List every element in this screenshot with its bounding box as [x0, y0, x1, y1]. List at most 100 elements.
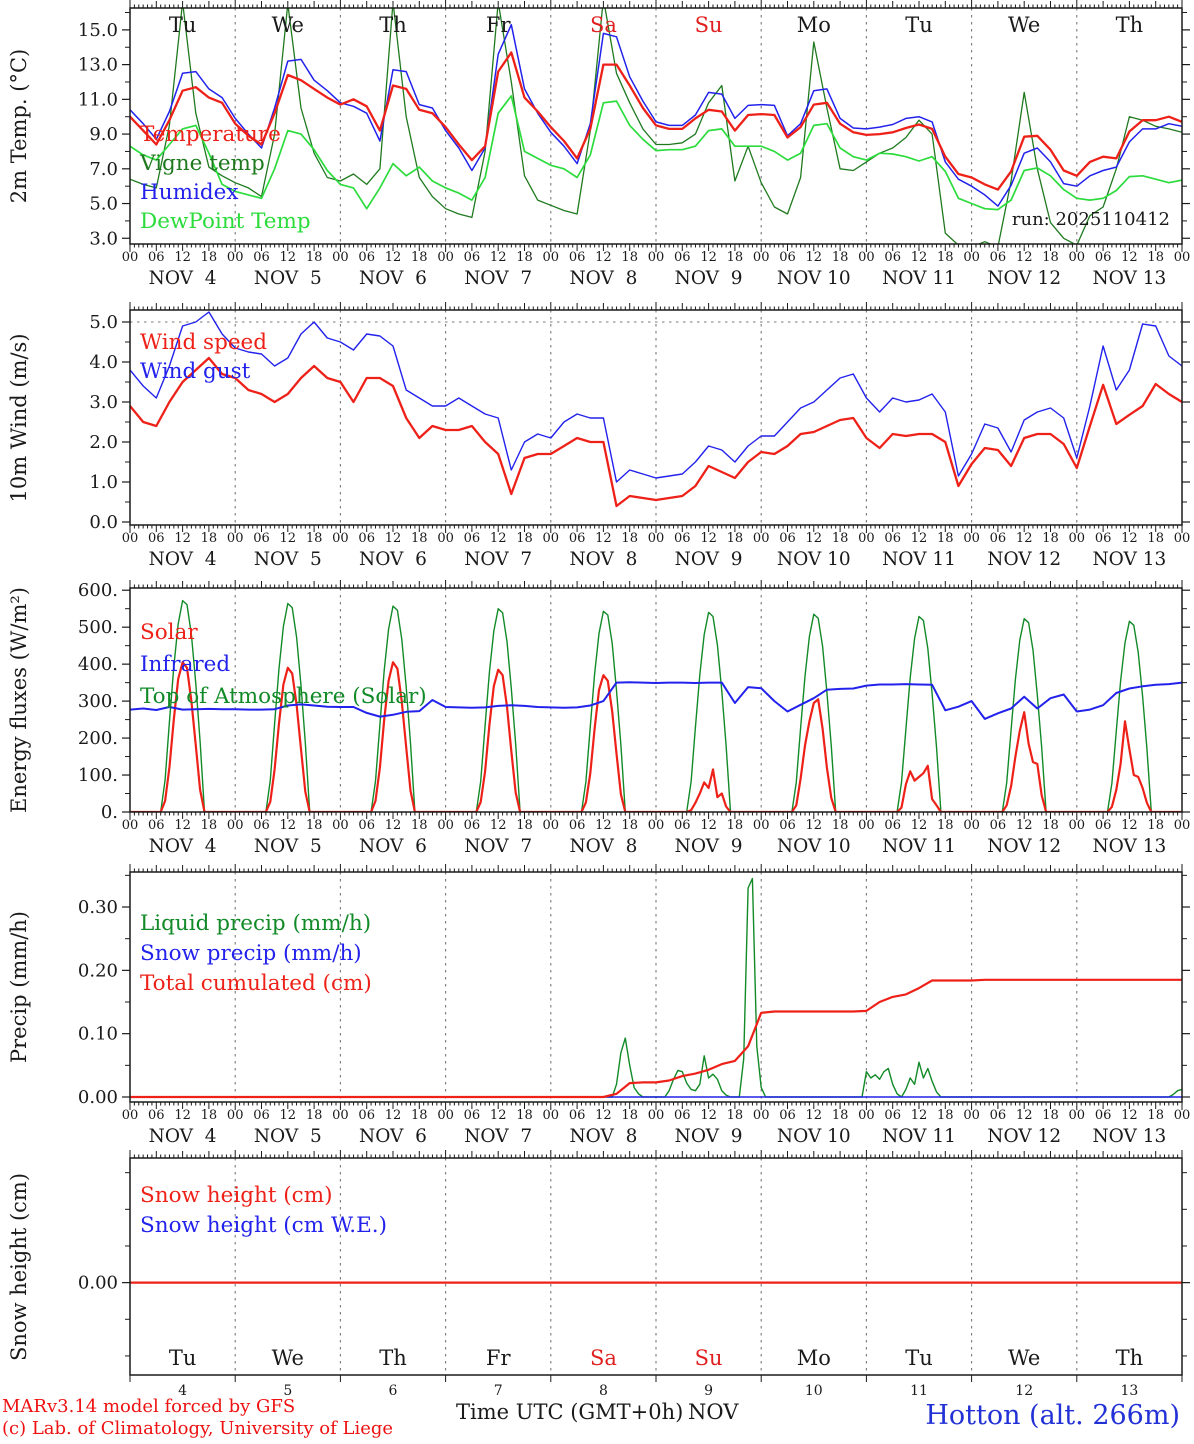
svg-text:NOV 13: NOV 13 — [1092, 1126, 1166, 1147]
svg-text:Tu: Tu — [169, 1346, 197, 1370]
svg-text:18: 18 — [1042, 250, 1059, 265]
snow-axis-title: Snow height (cm) — [7, 1173, 31, 1361]
svg-text:3.0: 3.0 — [89, 392, 118, 413]
svg-text:12: 12 — [490, 818, 507, 833]
svg-text:We: We — [1008, 13, 1040, 37]
svg-text:06: 06 — [779, 250, 796, 265]
svg-text:06: 06 — [1095, 1108, 1112, 1123]
svg-text:We: We — [272, 1346, 304, 1370]
svg-text:06: 06 — [358, 818, 375, 833]
svg-text:Th: Th — [379, 13, 407, 37]
svg-text:NOV 4: NOV 4 — [149, 268, 217, 289]
legend-snow-height-we: Snow height (cm W.E.) — [140, 1213, 387, 1238]
legend-dewpoint: DewPoint Temp — [140, 209, 311, 234]
svg-text:18: 18 — [516, 818, 533, 833]
svg-text:06: 06 — [253, 531, 270, 546]
svg-text:06: 06 — [464, 250, 481, 265]
precipitation-panel: 0.00 0.10 0.20 0.30 00 06 12 18 00 06 12 18 00 06 12 18… — [78, 864, 1190, 1147]
legend-total-cumulated: Total cumulated (cm) — [140, 971, 372, 996]
svg-text:00: 00 — [1174, 250, 1191, 265]
svg-text:12: 12 — [595, 531, 612, 546]
svg-text:13.0: 13.0 — [78, 55, 118, 76]
svg-text:00: 00 — [1069, 250, 1086, 265]
svg-text:Tu: Tu — [905, 1346, 933, 1370]
svg-text:200.: 200. — [78, 728, 118, 749]
wind-gust-line — [130, 311, 1182, 483]
svg-text:12: 12 — [1121, 531, 1138, 546]
svg-text:06: 06 — [1095, 250, 1112, 265]
svg-text:18: 18 — [306, 531, 323, 546]
svg-text:18: 18 — [937, 531, 954, 546]
svg-text:12: 12 — [280, 1108, 297, 1123]
svg-text:Su: Su — [695, 13, 723, 37]
svg-text:00: 00 — [858, 818, 875, 833]
svg-text:06: 06 — [779, 818, 796, 833]
svg-text:12: 12 — [1121, 1108, 1138, 1123]
svg-text:00: 00 — [963, 1108, 980, 1123]
svg-text:06: 06 — [884, 1108, 901, 1123]
svg-text:06: 06 — [674, 531, 691, 546]
svg-text:06: 06 — [253, 818, 270, 833]
svg-text:18: 18 — [621, 531, 638, 546]
svg-text:10: 10 — [805, 1383, 823, 1399]
svg-text:12: 12 — [911, 250, 928, 265]
svg-text:00: 00 — [858, 250, 875, 265]
svg-text:100.: 100. — [78, 765, 118, 786]
toa-solar-line — [130, 599, 1182, 812]
svg-text:00: 00 — [543, 1108, 560, 1123]
legend-solar: Solar — [140, 620, 198, 645]
svg-text:NOV 8: NOV 8 — [569, 836, 637, 857]
svg-text:06: 06 — [358, 1108, 375, 1123]
svg-text:12: 12 — [385, 531, 402, 546]
svg-text:00: 00 — [1174, 818, 1191, 833]
svg-text:00: 00 — [332, 250, 349, 265]
svg-text:12: 12 — [490, 250, 507, 265]
svg-text:0.0: 0.0 — [89, 512, 118, 533]
svg-text:00: 00 — [122, 250, 139, 265]
svg-text:NOV 8: NOV 8 — [569, 549, 637, 570]
svg-text:12: 12 — [700, 1108, 717, 1123]
svg-text:NOV 6: NOV 6 — [359, 1126, 427, 1147]
svg-text:00: 00 — [1069, 531, 1086, 546]
svg-text:00: 00 — [1174, 1108, 1191, 1123]
svg-text:12: 12 — [806, 1108, 823, 1123]
svg-text:11.0: 11.0 — [78, 89, 118, 110]
svg-text:18: 18 — [306, 818, 323, 833]
svg-text:18: 18 — [832, 818, 849, 833]
svg-text:1.0: 1.0 — [89, 472, 118, 493]
svg-text:0.10: 0.10 — [78, 1024, 118, 1045]
svg-text:12: 12 — [1016, 1108, 1033, 1123]
svg-text:12: 12 — [700, 818, 717, 833]
svg-text:18: 18 — [516, 531, 533, 546]
svg-text:400.: 400. — [78, 654, 118, 675]
svg-text:Tu: Tu — [905, 13, 933, 37]
svg-text:12: 12 — [1016, 531, 1033, 546]
svg-text:18: 18 — [937, 250, 954, 265]
svg-text:06: 06 — [1095, 531, 1112, 546]
svg-text:Su: Su — [695, 1346, 723, 1370]
svg-text:18: 18 — [516, 250, 533, 265]
svg-text:06: 06 — [148, 250, 165, 265]
svg-text:00: 00 — [648, 818, 665, 833]
svg-text:NOV 10: NOV 10 — [777, 268, 851, 289]
svg-text:NOV 10: NOV 10 — [777, 549, 851, 570]
svg-text:18: 18 — [621, 1108, 638, 1123]
svg-text:00: 00 — [648, 531, 665, 546]
svg-text:00: 00 — [122, 1108, 139, 1123]
svg-text:12: 12 — [280, 250, 297, 265]
svg-text:00: 00 — [753, 818, 770, 833]
svg-text:NOV 11: NOV 11 — [882, 549, 956, 570]
svg-text:4: 4 — [178, 1383, 187, 1399]
svg-text:0.00: 0.00 — [78, 1273, 118, 1294]
svg-text:18: 18 — [1147, 818, 1164, 833]
legend-liquid-precip: Liquid precip (mm/h) — [140, 911, 371, 936]
svg-text:NOV 6: NOV 6 — [359, 836, 427, 857]
svg-text:NOV 7: NOV 7 — [464, 836, 532, 857]
svg-text:18: 18 — [201, 1108, 218, 1123]
wind-speed-line — [130, 356, 1182, 508]
svg-text:7: 7 — [494, 1383, 503, 1399]
svg-text:18: 18 — [832, 531, 849, 546]
svg-text:NOV 12: NOV 12 — [987, 836, 1061, 857]
dewpoint-line — [130, 95, 1182, 211]
svg-text:NOV 4: NOV 4 — [149, 549, 217, 570]
